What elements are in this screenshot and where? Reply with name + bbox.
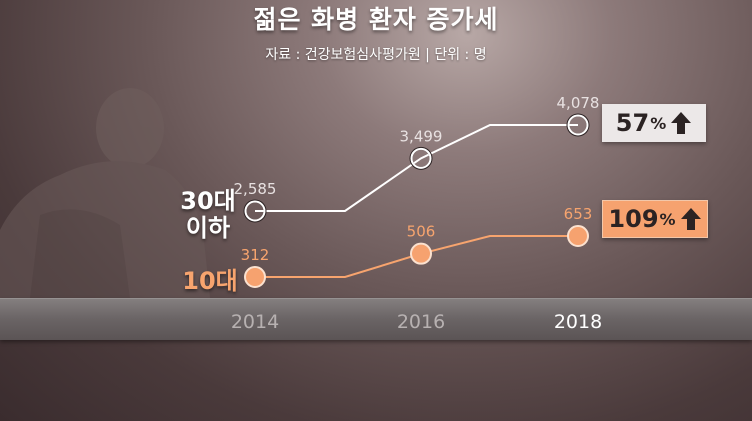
chart-title: 젊은 화병 환자 증가세: [253, 5, 499, 34]
source-note: 자료 : 건강보험심사평가원 | 단위 : 명: [265, 47, 487, 63]
x-tick-label: 2014: [231, 311, 279, 333]
change-value-30s: 57: [615, 109, 650, 137]
data-point: [567, 225, 589, 247]
data-label: 4,078: [557, 94, 600, 112]
data-point-ring: [244, 200, 266, 222]
series-label-10s: 10대: [182, 267, 238, 295]
data-label: 653: [564, 205, 593, 223]
change-pct-10s: %: [659, 209, 676, 229]
year-axis-band: [0, 298, 752, 340]
data-label: 312: [241, 246, 270, 264]
data-point-ring: [567, 114, 589, 136]
x-tick-label: 2018: [554, 311, 602, 333]
data-point-ring: [410, 147, 432, 169]
data-label: 2,585: [234, 180, 277, 198]
series-label-30s-line1: 30대: [180, 187, 236, 215]
series-label-30s-line2: 이하: [185, 214, 231, 242]
data-label: 506: [407, 223, 436, 241]
data-point: [410, 242, 432, 265]
change-badge-10s: 109%: [602, 200, 708, 238]
up-arrow-icon: [680, 208, 701, 230]
data-label: 3,499: [400, 127, 443, 145]
change-value-10s: 109: [608, 205, 659, 233]
change-pct-30s: %: [650, 113, 667, 133]
change-badge-30s: 57%: [602, 104, 706, 142]
up-arrow-icon: [671, 112, 692, 134]
x-tick-label: 2016: [397, 311, 445, 333]
series-label-30s: 30대 이하: [168, 188, 248, 242]
data-point: [244, 266, 266, 288]
silhouette-figure: [0, 88, 210, 298]
series-line-0: [255, 124, 578, 212]
